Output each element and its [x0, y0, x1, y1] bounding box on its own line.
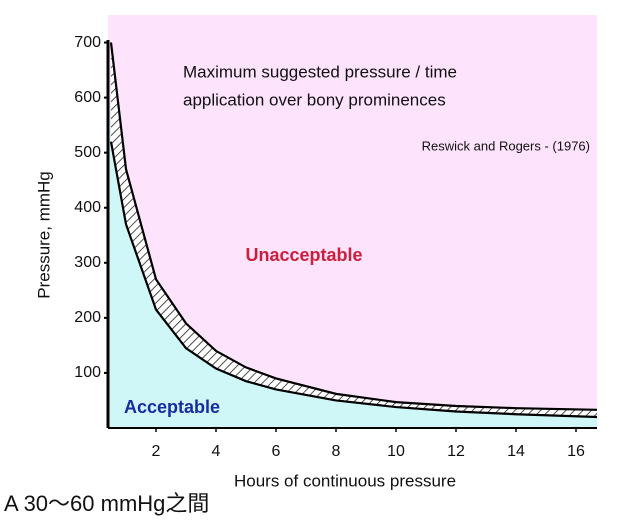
- x-tick-label: 12: [447, 443, 465, 460]
- y-tick-label: 500: [74, 144, 101, 161]
- x-axis-label: Hours of continuous pressure: [234, 471, 456, 490]
- x-tick-label: 16: [567, 443, 585, 460]
- boundary-curve: [109, 141, 598, 419]
- title-line: application over bony prominences: [183, 90, 446, 109]
- source-note: Reswick and Rogers - (1976): [422, 138, 590, 153]
- y-tick-label: 400: [74, 199, 101, 216]
- y-tick-label: 300: [74, 254, 101, 271]
- x-tick-label: 4: [212, 443, 221, 460]
- y-tick-label: 200: [74, 309, 101, 326]
- plot-area: [104, 15, 598, 432]
- acceptable-region: [108, 42, 597, 429]
- y-tick-label: 100: [74, 364, 101, 381]
- y-tick-label: 600: [74, 89, 101, 106]
- x-tick-label: 10: [387, 443, 405, 460]
- unacceptable-label: Unacceptable: [245, 245, 362, 265]
- x-tick-label: 14: [507, 443, 525, 460]
- acceptable-label: Acceptable: [124, 397, 220, 417]
- x-tick-label: 8: [332, 443, 341, 460]
- y-axis-label: Pressure, mmHg: [34, 171, 53, 299]
- boundary-curve: [109, 42, 598, 411]
- y-tick-label: 700: [74, 34, 101, 51]
- title-line: Maximum suggested pressure / time: [183, 62, 457, 81]
- x-tick-label: 6: [272, 443, 281, 460]
- x-tick-label: 2: [152, 443, 161, 460]
- caption: A 30～60 mmHg之間: [4, 491, 209, 516]
